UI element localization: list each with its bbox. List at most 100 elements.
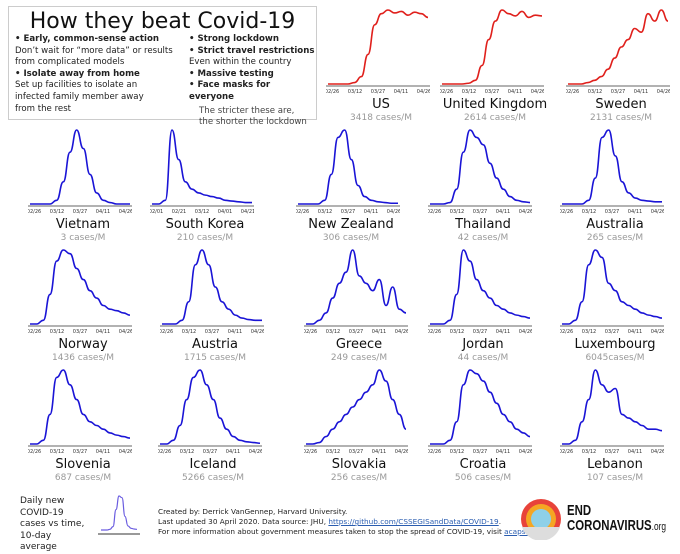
chart-plot: 02/26 03/12 03/27 04/11 04/26 bbox=[428, 129, 532, 215]
series-line bbox=[429, 249, 531, 325]
country-name: Vietnam bbox=[55, 217, 111, 232]
x-tick-label: 04/26 bbox=[657, 89, 670, 95]
x-tick-label: 04/11 bbox=[628, 449, 642, 455]
x-tick-label: 03/27 bbox=[473, 329, 487, 335]
x-tick-label: 04/26 bbox=[387, 209, 400, 215]
x-tick-label: 03/27 bbox=[341, 209, 355, 215]
x-tick-label: 04/26 bbox=[395, 449, 408, 455]
cases-per-million: 265 cases/M bbox=[586, 233, 644, 243]
series-line bbox=[29, 129, 130, 205]
chart-iceland: 02/26 03/12 03/27 04/11 04/26 Iceland 5266 cas… bbox=[158, 364, 268, 484]
note-line-2: the shorter the lockdown bbox=[199, 117, 307, 128]
x-tick-label: 03/12 bbox=[50, 449, 64, 455]
country-name: US bbox=[372, 97, 390, 112]
legend-line bbox=[101, 495, 138, 531]
x-tick-label: 02/26 bbox=[560, 449, 573, 455]
logo-suffix: .org bbox=[651, 521, 667, 533]
x-tick-label: 02/26 bbox=[304, 329, 317, 335]
chart-sweden: 02/26 03/12 03/27 04/11 04/26 Sweden 2131 case… bbox=[566, 4, 676, 124]
x-tick-label: 02/26 bbox=[428, 209, 441, 215]
series-line bbox=[29, 369, 131, 445]
x-tick-label: 04/11 bbox=[496, 449, 510, 455]
cases-per-million: 44 cases/M bbox=[457, 353, 509, 363]
x-tick-label: 04/11 bbox=[634, 89, 648, 95]
country-name: Iceland bbox=[189, 457, 237, 472]
x-tick-label: 03/12 bbox=[582, 449, 596, 455]
chart-plot: 02/01 02/21 03/12 04/01 04/21 bbox=[150, 129, 254, 215]
cases-per-million: 306 cases/M bbox=[322, 233, 380, 243]
chart-united-kingdom: 02/26 03/12 03/27 04/11 04/26 United Kingdom 2… bbox=[440, 4, 550, 124]
cases-per-million: 2614 cases/M bbox=[464, 113, 526, 123]
cases-per-million: 249 cases/M bbox=[330, 353, 388, 363]
logo-end: END bbox=[567, 502, 592, 519]
chart-greece: 02/26 03/12 03/27 04/11 04/26 Greece 249 cases… bbox=[304, 244, 414, 364]
x-tick-label: 03/27 bbox=[349, 329, 363, 335]
chart-plot: 02/26 03/12 03/27 04/11 04/26 bbox=[428, 369, 532, 455]
acaps-link[interactable]: acaps.org bbox=[504, 527, 540, 536]
x-tick-label: 03/27 bbox=[473, 449, 487, 455]
series-line bbox=[29, 249, 131, 325]
chart-luxembourg: 02/26 03/12 03/27 04/11 04/26 Luxembourg 6045c… bbox=[560, 244, 670, 364]
country-name: New Zealand bbox=[308, 217, 394, 232]
cases-per-million: 5266 cases/M bbox=[182, 473, 244, 483]
series-line bbox=[305, 369, 407, 445]
country-name: Norway bbox=[58, 337, 108, 352]
chart-austria: 02/26 03/12 03/27 04/11 04/26 Austria 1715 cas… bbox=[160, 244, 270, 364]
cases-per-million: 506 cases/M bbox=[454, 473, 512, 483]
x-tick-label: 04/11 bbox=[628, 329, 642, 335]
x-tick-label: 02/26 bbox=[28, 449, 41, 455]
x-tick-label: 04/26 bbox=[119, 329, 132, 335]
x-tick-label: 03/27 bbox=[473, 209, 487, 215]
cases-per-million: 42 cases/M bbox=[457, 233, 509, 243]
chart-plot: 02/26 03/12 03/27 04/11 04/26 bbox=[326, 9, 430, 95]
x-tick-label: 04/26 bbox=[519, 209, 532, 215]
credits: Created by: Derrick VanGennep, Harvard U… bbox=[158, 507, 542, 537]
x-tick-label: 04/11 bbox=[508, 89, 522, 95]
tip-travel: • Strict travel restrictions bbox=[189, 45, 315, 56]
chart-croatia: 02/26 03/12 03/27 04/11 04/26 Croatia 506 case… bbox=[428, 364, 538, 484]
series-line bbox=[441, 9, 543, 85]
x-tick-label: 04/01 bbox=[218, 209, 232, 215]
x-tick-label: 02/26 bbox=[160, 329, 173, 335]
cases-per-million: 256 cases/M bbox=[330, 473, 388, 483]
x-tick-label: 04/26 bbox=[119, 209, 132, 215]
country-name: Lebanon bbox=[587, 457, 643, 472]
country-name: United Kingdom bbox=[442, 97, 548, 112]
tip-lockdown: • Strong lockdown bbox=[189, 34, 279, 44]
info-box: How they beat Covid-19 • Early, common-s… bbox=[8, 6, 317, 127]
x-tick-label: 03/12 bbox=[462, 89, 476, 95]
x-tick-label: 02/26 bbox=[304, 449, 317, 455]
x-tick-label: 04/26 bbox=[417, 89, 430, 95]
x-tick-label: 04/26 bbox=[119, 449, 132, 455]
x-tick-label: 04/26 bbox=[519, 449, 532, 455]
x-tick-label: 03/12 bbox=[182, 329, 196, 335]
x-tick-label: 03/27 bbox=[371, 89, 385, 95]
x-tick-label: 03/12 bbox=[50, 209, 64, 215]
x-tick-label: 04/11 bbox=[628, 209, 642, 215]
x-tick-label: 02/26 bbox=[428, 329, 441, 335]
x-tick-label: 03/27 bbox=[605, 449, 619, 455]
chart-plot: 02/26 03/12 03/27 04/11 04/26 bbox=[560, 369, 664, 455]
jhu-link[interactable]: https://github.com/CSSEGISandData/COVID-… bbox=[328, 517, 499, 526]
chart-norway: 02/26 03/12 03/27 04/11 04/26 Norway 1436 case… bbox=[28, 244, 138, 364]
cases-per-million: 2131 cases/M bbox=[590, 113, 652, 123]
credits-author: Created by: Derrick VanGennep, Harvard U… bbox=[158, 507, 348, 516]
series-line bbox=[159, 369, 261, 445]
chart-jordan: 02/26 03/12 03/27 04/11 04/26 Jordan 44 cases/… bbox=[428, 244, 538, 364]
cases-per-million: 687 cases/M bbox=[54, 473, 112, 483]
chart-new-zealand: 02/26 03/12 03/27 04/11 04/26 New Zealand 306 … bbox=[296, 124, 406, 244]
end-coronavirus-logo: END CORONAVIRUS.org bbox=[520, 498, 680, 540]
x-tick-label: 03/12 bbox=[50, 329, 64, 335]
x-tick-label: 02/21 bbox=[172, 209, 186, 215]
x-tick-label: 04/11 bbox=[496, 329, 510, 335]
cases-per-million: 210 cases/M bbox=[176, 233, 234, 243]
x-tick-label: 04/26 bbox=[531, 89, 544, 95]
series-line bbox=[297, 129, 398, 205]
legend-text: Daily new COVID-19 cases vs time, 10-day… bbox=[20, 496, 85, 552]
x-tick-label: 03/12 bbox=[318, 209, 332, 215]
tip-early: • Early, common-sense action bbox=[15, 34, 159, 44]
x-tick-label: 03/27 bbox=[605, 209, 619, 215]
x-tick-label: 03/12 bbox=[450, 329, 464, 335]
x-tick-label: 04/26 bbox=[651, 329, 664, 335]
chart-australia: 02/26 03/12 03/27 04/11 04/26 Australia 265 ca… bbox=[560, 124, 670, 244]
